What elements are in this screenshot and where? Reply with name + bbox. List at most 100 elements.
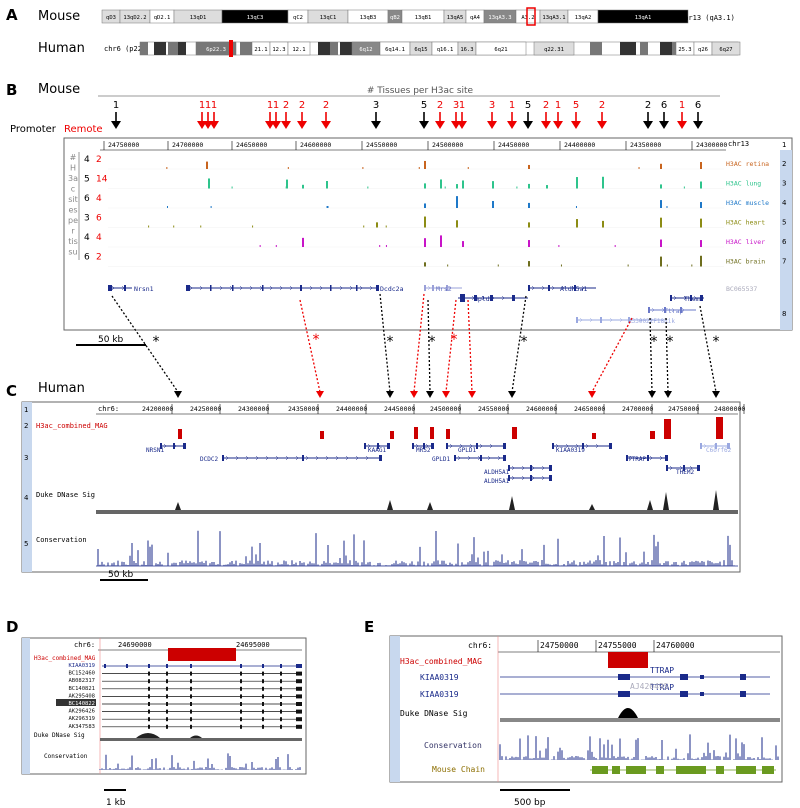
b-arrow-head <box>677 121 687 129</box>
b-gene-exon <box>210 285 212 291</box>
b-gene-chevron <box>369 285 373 291</box>
b-arrow-label: 2 <box>299 100 305 111</box>
b-arrow-head <box>659 121 669 129</box>
b-track-peak <box>492 200 494 208</box>
b-track-name: H3AC liver <box>726 238 765 246</box>
d-transcript-exon <box>166 671 168 676</box>
c-gene-chevron <box>295 455 299 461</box>
c-gene-exon <box>609 443 612 449</box>
b-coord: 24550000 <box>366 141 397 149</box>
d-transcript-exon <box>166 664 168 668</box>
b-gene-chevron <box>239 285 243 291</box>
d-transcript-exon <box>296 717 302 722</box>
b-gene-exon <box>330 285 332 291</box>
link-star: * <box>667 334 674 350</box>
link-star: * <box>451 332 458 348</box>
human-band-dark <box>140 42 148 55</box>
b-track-noise <box>385 225 387 228</box>
c-gene-exon <box>160 443 162 449</box>
b-track-peak <box>546 185 548 189</box>
link-head <box>442 391 450 398</box>
c-gene-chevron <box>511 465 515 471</box>
c-gene-label: TTRAP <box>628 456 646 463</box>
c-gene-exon <box>379 455 382 461</box>
b-arrow-label: 5 <box>525 100 531 111</box>
link-line <box>111 295 179 393</box>
centromere <box>326 42 350 55</box>
d-transcript-exon <box>104 664 106 668</box>
b-track-noise <box>362 167 364 169</box>
d-transcript-exon <box>240 709 242 714</box>
b-track-peak <box>660 163 662 169</box>
d-transcript-exon <box>240 664 242 668</box>
b-count-red: 4 <box>96 194 102 204</box>
link-head <box>426 391 434 398</box>
b-gene-exon <box>490 295 493 301</box>
d-transcript-exon <box>166 679 168 684</box>
b-gene-chevron <box>561 285 565 291</box>
panel-d: D chr6: 24690000 24695000 KIAA0319 BC152460… <box>6 618 307 808</box>
mouse-band-label: 13qA3.3 <box>488 15 511 21</box>
b-track-noise <box>173 225 175 228</box>
b-arrow-head <box>371 121 381 129</box>
e-chain-block <box>656 766 664 774</box>
c-coord: 24800000 <box>714 405 745 413</box>
c-gene-chevron <box>487 455 491 461</box>
b-track-noise <box>287 167 289 169</box>
b-gene-chevron <box>289 285 293 291</box>
b-track-peak <box>528 202 530 208</box>
d-track-bar <box>22 638 30 774</box>
d-transcript-exon <box>280 694 282 699</box>
b-gene-label: Aldh5a1 <box>560 285 587 293</box>
c-gene-exon <box>377 443 379 449</box>
b-gene-chevron <box>541 285 545 291</box>
b-arrow-head <box>271 121 281 129</box>
b-arrow-label: 1 <box>509 100 515 111</box>
b-arrow-head <box>111 121 121 129</box>
b-gene-faint-exon <box>576 317 578 323</box>
e-gene-label: TTRAP <box>650 683 674 692</box>
c-gene-exon <box>683 465 685 471</box>
link-head <box>648 391 656 398</box>
mouse-band-label: 13qC3 <box>247 15 264 21</box>
b-track-noise <box>231 186 233 189</box>
b-gene-faint-exon <box>432 285 434 291</box>
c-h3ac-peak <box>650 431 655 439</box>
b-gene-faint-chevron <box>619 317 623 323</box>
mouse-band-label: 13qA5 <box>447 15 464 21</box>
b-coord: 24750000 <box>108 141 139 149</box>
c-gene-chevron <box>265 455 269 461</box>
b-counts: 4 25 146 43 64 46 2 <box>84 155 108 263</box>
c-gene-exon <box>302 455 304 461</box>
c-gene-exon <box>626 455 628 461</box>
panel-a: A Mouse Human qD3 13qD2.2 qD2.1 13qD1 13qC3 q… <box>6 6 741 57</box>
e-h3ac-label: H3ac_combined_MAG <box>400 657 482 666</box>
d-transcript-exon <box>148 724 150 729</box>
d-transcript-exon <box>240 702 242 706</box>
b-gene-chevron <box>551 285 555 291</box>
b-track-name: H3AC brain <box>726 258 765 266</box>
b-track-peak <box>462 180 464 189</box>
d-h3ac-label: H3ac_combined_MAG <box>34 655 96 662</box>
b-gene-faint-chevron <box>589 317 593 323</box>
e-chain-block <box>612 766 620 774</box>
b-arrow-label: 2 <box>645 100 651 111</box>
b-gene-exon <box>474 295 477 301</box>
b-side-text: c <box>71 185 75 194</box>
b-gene-exon <box>690 295 692 301</box>
human-band-label: 12.1 <box>292 47 305 53</box>
link-head <box>316 391 324 398</box>
d-transcript-exon <box>190 724 192 729</box>
b-track-peak <box>700 218 702 228</box>
c-gene-chevron <box>521 465 525 471</box>
b-count-black: 5 <box>84 175 90 185</box>
b-track-peak <box>424 203 426 208</box>
b-track-peak <box>660 200 662 208</box>
b-track-peak <box>528 164 530 169</box>
e-chain-block <box>736 766 756 774</box>
b-arrow-label: 6 <box>661 100 667 111</box>
b-track-noise <box>418 167 420 169</box>
link-line <box>699 305 717 393</box>
b-gene-chevron <box>199 285 203 291</box>
